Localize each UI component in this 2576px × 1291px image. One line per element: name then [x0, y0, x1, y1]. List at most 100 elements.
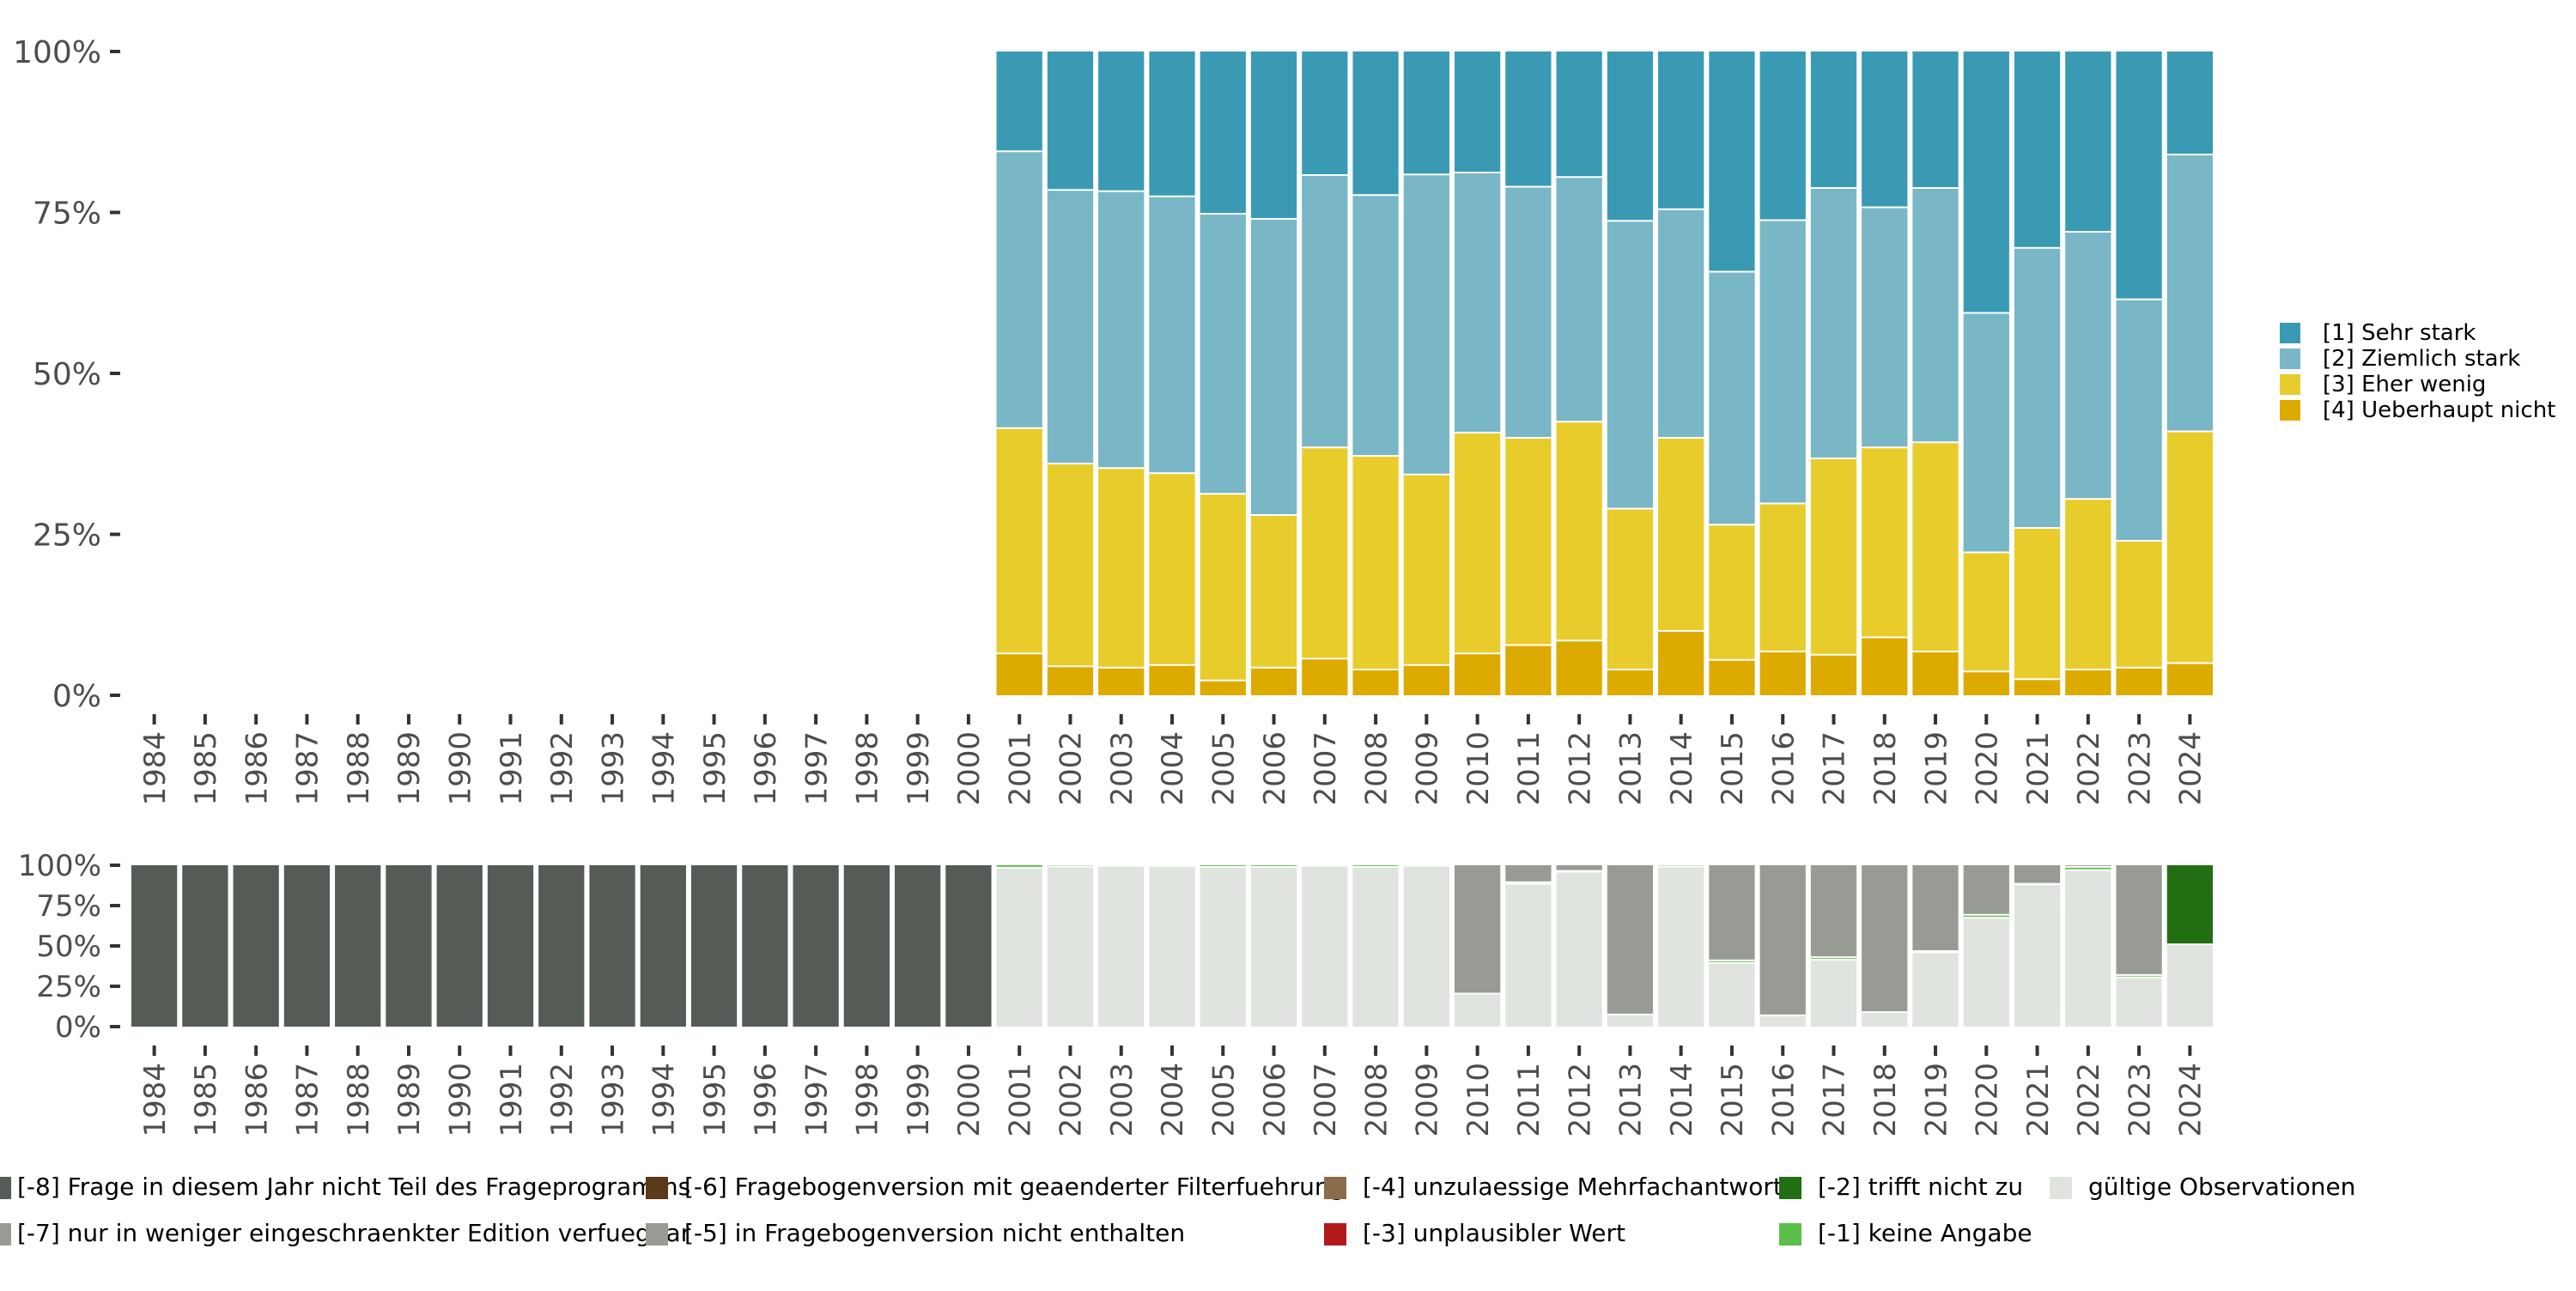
- bar-segment-2010-s3: [1454, 52, 1501, 173]
- legend-label: [2] Ziemlich stark: [2323, 346, 2520, 372]
- bar-segment-2017-s2: [1810, 188, 1857, 458]
- x-tick-label-1993: 1993: [596, 731, 630, 806]
- legend-label: [1] Sehr stark: [2323, 320, 2476, 346]
- bar-segment-2022-s2: [2065, 232, 2111, 500]
- bar-segment-2003-s1: [1098, 865, 1145, 1027]
- x-tick-label-1994: 1994: [647, 731, 682, 806]
- x-tick-label-1985: 1985: [189, 1063, 223, 1137]
- bar-segment-2007-s3: [1302, 52, 1348, 175]
- bar-segment-2011-s2: [1505, 186, 1552, 438]
- bar-segment-2011-s1: [1505, 438, 1552, 646]
- x-tick-label-2015: 2015: [1716, 731, 1750, 806]
- bar-segment-2011-s3: [1505, 52, 1552, 187]
- bar-segment-2011-s1: [1505, 883, 1552, 1027]
- bar-segment-2013-s1: [1607, 1014, 1654, 1027]
- bar-segment-2008-s2: [1352, 195, 1399, 456]
- bar-segment-2007-s1: [1302, 447, 1348, 659]
- legend-swatch: [0, 1223, 11, 1246]
- x-tick-label-2008: 2008: [1359, 1063, 1394, 1137]
- bar-segment-2002-s1: [1047, 464, 1094, 667]
- bar-segment-2004-s3: [1149, 52, 1195, 197]
- bar-segment-2007-s0: [1302, 658, 1348, 695]
- bar-segment-2015-s1: [1709, 962, 1755, 1027]
- x-tick-label-1999: 1999: [902, 1063, 936, 1137]
- bar-segment-2008-s1: [1352, 456, 1399, 670]
- x-tick-label-2001: 2001: [1003, 1063, 1037, 1137]
- x-tick-label-2005: 2005: [1207, 731, 1242, 806]
- bar-segment-1998-s0: [843, 865, 890, 1027]
- x-tick-label-2023: 2023: [2123, 731, 2157, 806]
- x-tick-label-2013: 2013: [1614, 1063, 1649, 1137]
- bar-segment-2015-s2: [1709, 271, 1755, 525]
- x-tick-label-2016: 2016: [1766, 1063, 1801, 1137]
- bar-segment-2023-s0: [2116, 667, 2162, 695]
- x-tick-label-1991: 1991: [495, 731, 529, 806]
- bar-segment-2013-s1: [1607, 508, 1654, 670]
- bar-segment-2005-s2: [1200, 214, 1246, 494]
- x-tick-label-2010: 2010: [1461, 1063, 1496, 1137]
- bar-segment-2020-s2: [1963, 312, 2009, 553]
- bar-segment-2015-s3: [1709, 865, 1755, 961]
- bar-segment-2004-s0: [1149, 664, 1195, 695]
- x-tick-label-1995: 1995: [698, 1063, 732, 1137]
- legend-swatch: [1779, 1177, 1801, 1199]
- bar-segment-2007-s2: [1302, 175, 1348, 448]
- y-tick-label: 25%: [36, 970, 101, 1004]
- bar-segment-2019-s3: [1912, 865, 1959, 952]
- bar-segment-2019-s1: [1912, 952, 1959, 1027]
- bar-segment-2010-s3: [1454, 865, 1501, 994]
- x-tick-label-2014: 2014: [1665, 731, 1699, 806]
- bar-segment-2020-s1: [1963, 552, 2009, 672]
- x-tick-label-2003: 2003: [1105, 1063, 1139, 1137]
- legend-swatch: [1324, 1223, 1346, 1246]
- bar-segment-2011-s3: [1505, 865, 1552, 882]
- x-tick-label-2017: 2017: [1818, 1063, 1852, 1137]
- y-tick-label: 50%: [36, 930, 101, 964]
- legend-label: [-8] Frage in diesem Jahr nicht Teil des…: [17, 1173, 690, 1201]
- bar-segment-2001-s2: [996, 151, 1042, 428]
- bar-segment-2012-s2: [1556, 177, 1602, 422]
- bar-segment-2005-s3: [1200, 52, 1246, 214]
- bar-segment-1992-s0: [538, 865, 585, 1027]
- bar-segment-2002-s3: [1047, 52, 1094, 191]
- bar-segment-2023-s3: [2116, 52, 2162, 300]
- bar-segment-2006-s3: [1250, 52, 1297, 219]
- bar-segment-2013-s3: [1607, 52, 1654, 221]
- bar-segment-2023-s3: [2116, 865, 2162, 975]
- legend-swatch: [2050, 1177, 2072, 1199]
- x-tick-label-1997: 1997: [799, 1063, 834, 1137]
- legend-swatch: [646, 1177, 668, 1199]
- legend-label: [-1] keine Angabe: [1818, 1219, 2032, 1247]
- bar-segment-2006-s1: [1250, 866, 1297, 1027]
- bar-segment-1986-s0: [233, 865, 279, 1027]
- bar-segment-2022-s0: [2065, 670, 2111, 695]
- x-tick-label-2018: 2018: [1868, 1063, 1903, 1137]
- y-tick-label: 0%: [52, 679, 101, 714]
- x-tick-label-1986: 1986: [240, 1063, 274, 1137]
- legend-swatch: [2280, 349, 2300, 369]
- bar-segment-2012-s3: [1556, 865, 1602, 871]
- x-tick-label-2019: 2019: [1919, 1063, 1953, 1137]
- legend-label: [3] Eher wenig: [2323, 372, 2486, 397]
- y-tick-label: 75%: [36, 889, 101, 924]
- bar-segment-2016-s2: [1759, 220, 1806, 504]
- x-tick-label-1998: 1998: [851, 731, 885, 806]
- x-tick-label-1985: 1985: [189, 731, 223, 806]
- bar-segment-2015-s2: [1709, 960, 1755, 963]
- bar-segment-2015-s0: [1709, 659, 1755, 695]
- bar-segment-2009-s0: [1403, 664, 1449, 695]
- x-tick-label-2020: 2020: [1971, 731, 2005, 806]
- bar-segment-2016-s0: [1759, 652, 1806, 695]
- x-tick-label-2004: 2004: [1156, 1063, 1190, 1137]
- bar-segment-2010-s0: [1454, 653, 1501, 695]
- bar-segment-1988-s0: [335, 865, 381, 1027]
- y-tick-label: 0%: [55, 1010, 101, 1045]
- bar-segment-2009-s1: [1403, 474, 1449, 665]
- x-tick-label-2002: 2002: [1054, 731, 1089, 806]
- x-tick-label-2002: 2002: [1054, 1063, 1089, 1137]
- x-tick-label-2019: 2019: [1919, 731, 1953, 806]
- legend-swatch: [2280, 323, 2300, 343]
- bar-segment-2014-s1: [1658, 866, 1704, 1027]
- x-tick-label-1990: 1990: [443, 731, 477, 806]
- x-tick-label-1992: 1992: [545, 731, 580, 806]
